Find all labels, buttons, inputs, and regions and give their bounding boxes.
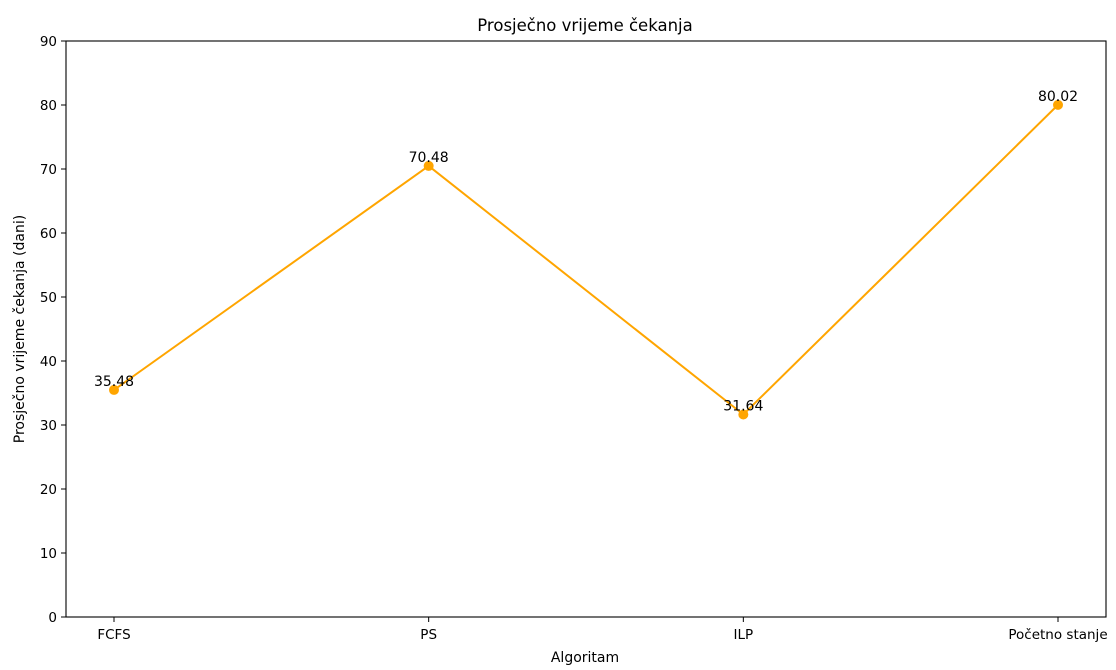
data-label: 70.48	[409, 150, 449, 166]
x-tick-label: Početno stanje	[1008, 627, 1107, 643]
data-point	[423, 160, 434, 171]
data-point	[109, 384, 119, 395]
y-tick-label: 80	[40, 98, 57, 114]
y-tick-label: 20	[40, 482, 57, 498]
plot-area-frame	[65, 40, 1107, 618]
y-tick-label: 30	[40, 418, 57, 434]
data-label: 35.48	[94, 374, 134, 390]
y-tick-label: 90	[40, 34, 57, 50]
y-tick-label: 60	[40, 226, 57, 242]
y-tick-label: 10	[40, 546, 57, 562]
chart-title: Prosječno vrijeme čekanja	[477, 16, 692, 35]
y-axis-ticks: 0 10 20 30 40 50 60 70 80 90	[40, 34, 66, 626]
x-tick-label: ILP	[734, 627, 754, 643]
data-point	[1053, 99, 1063, 110]
y-tick-label: 70	[40, 162, 57, 178]
y-tick-label: 50	[40, 290, 57, 306]
y-axis-title: Prosječno vrijeme čekanja (dani)	[12, 215, 28, 443]
x-tick-label: FCFS	[97, 627, 130, 643]
series-line	[113, 104, 1059, 416]
data-point	[738, 409, 749, 420]
y-tick-label: 40	[40, 354, 57, 370]
data-label: 80.02	[1038, 89, 1078, 105]
y-tick-label: 0	[48, 610, 57, 626]
x-tick-label: PS	[420, 627, 437, 643]
data-label: 31.64	[723, 399, 763, 415]
x-axis-title: Algoritam	[551, 650, 619, 666]
data-labels: 35.48 70.48 31.64 80.02	[94, 89, 1078, 415]
series-layer	[109, 99, 1063, 420]
x-axis-ticks: FCFS PS ILP Početno stanje	[97, 617, 1108, 643]
